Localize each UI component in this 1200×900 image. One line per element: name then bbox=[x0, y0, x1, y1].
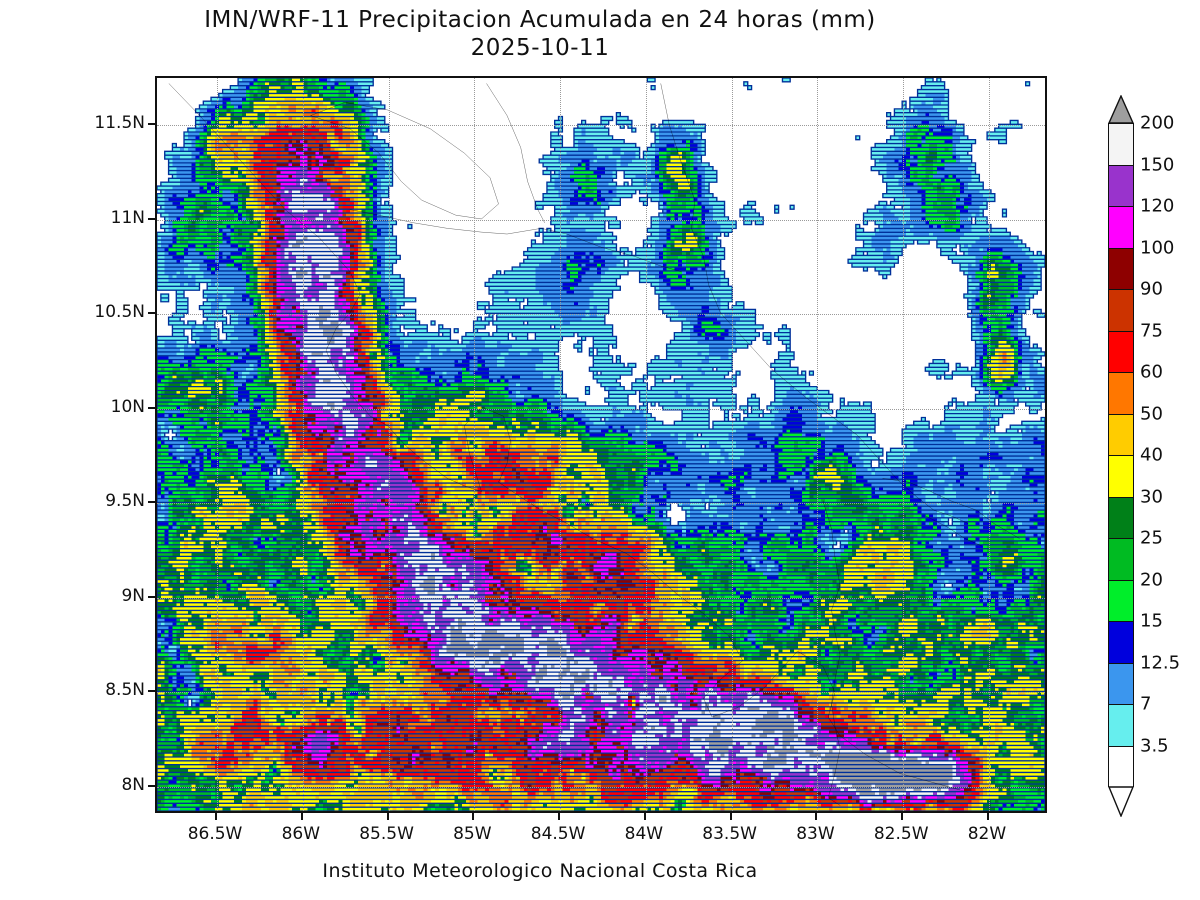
coastline-border bbox=[326, 272, 481, 492]
y-axis-tick-label: 9.5N bbox=[105, 491, 145, 512]
colorbar-segment bbox=[1109, 663, 1133, 705]
x-axis-tick bbox=[901, 813, 904, 820]
colorbar-segment bbox=[1109, 207, 1133, 249]
y-axis-tick bbox=[148, 217, 155, 220]
x-axis-tick bbox=[386, 813, 389, 820]
y-axis-tick bbox=[148, 784, 155, 787]
y-axis-tick bbox=[148, 406, 155, 409]
colorbar-tick-label: 25 bbox=[1140, 527, 1163, 549]
precip-outline bbox=[157, 78, 1045, 811]
x-axis-tick-label: 83W bbox=[796, 824, 835, 844]
colorbar-tick-label: 40 bbox=[1140, 444, 1163, 466]
coastline-border bbox=[464, 407, 703, 614]
colorbar-segment bbox=[1109, 248, 1133, 290]
x-axis-tick-label: 83.5W bbox=[702, 824, 757, 844]
colorbar-over-arrow bbox=[1107, 94, 1135, 124]
colorbar-tick-label: 90 bbox=[1140, 278, 1163, 300]
coastline-border bbox=[823, 501, 840, 774]
colorbar-segment bbox=[1109, 165, 1133, 207]
colorbar-tick-label: 100 bbox=[1140, 237, 1175, 258]
coastline-border bbox=[311, 102, 499, 219]
coastline-border bbox=[169, 84, 350, 272]
y-axis-tick-label: 11.5N bbox=[94, 113, 145, 134]
colorbar-tick-label: 30 bbox=[1140, 486, 1163, 507]
colorbar-tick-label: 15 bbox=[1140, 610, 1163, 632]
y-axis-tick bbox=[148, 595, 155, 598]
x-axis-tick bbox=[643, 813, 646, 820]
x-axis-tick-label: 84.5W bbox=[530, 824, 586, 844]
x-axis-tick bbox=[729, 813, 732, 820]
coastline-border bbox=[350, 210, 681, 272]
colorbar-tick-label: 60 bbox=[1140, 361, 1163, 383]
colorbar-tick-label: 200 bbox=[1140, 112, 1175, 134]
coastline-border bbox=[703, 614, 968, 793]
colorbar-tick-label: 75 bbox=[1140, 320, 1163, 341]
colorbar-tick-label: 3.5 bbox=[1140, 735, 1169, 756]
y-axis-tick-label: 11N bbox=[110, 207, 145, 228]
coastline-border bbox=[661, 84, 968, 524]
colorbar-tick-label: 7 bbox=[1140, 693, 1152, 715]
coastline-border bbox=[883, 478, 1020, 538]
colorbar-segment bbox=[1109, 124, 1133, 166]
x-axis-tick-label: 84W bbox=[624, 824, 664, 844]
x-axis-tick bbox=[215, 813, 218, 820]
x-axis-tick bbox=[815, 813, 818, 820]
y-axis-tick-label: 10.5N bbox=[94, 302, 145, 323]
coastline-border bbox=[925, 516, 981, 546]
y-axis-tick bbox=[148, 312, 155, 315]
y-axis-tick bbox=[148, 501, 155, 504]
x-axis-tick-label: 82W bbox=[967, 824, 1007, 844]
y-axis-tick-label: 9N bbox=[121, 585, 145, 606]
colorbar-segment bbox=[1109, 290, 1133, 332]
x-axis-tick-label: 85W bbox=[453, 824, 492, 844]
y-axis-tick bbox=[148, 123, 155, 126]
coastline-border bbox=[828, 773, 840, 805]
x-axis-tick-label: 85.5W bbox=[359, 824, 414, 844]
colorbar-segment bbox=[1109, 622, 1133, 664]
colorbar-tick-label: 120 bbox=[1140, 195, 1175, 217]
colorbar-segment bbox=[1109, 456, 1133, 498]
x-axis-tick-label: 86W bbox=[281, 824, 321, 844]
x-axis-tick-label: 82.5W bbox=[873, 824, 929, 844]
x-axis-tick bbox=[986, 813, 989, 820]
colorbar-segment bbox=[1109, 331, 1133, 373]
colorbar-segment bbox=[1109, 580, 1133, 622]
colorbar-segment bbox=[1109, 497, 1133, 539]
x-axis-tick bbox=[300, 813, 303, 820]
x-axis-tick bbox=[472, 813, 475, 820]
coastline-border bbox=[487, 84, 545, 223]
y-axis-tick-label: 10N bbox=[110, 396, 145, 417]
colorbar-segment bbox=[1109, 746, 1133, 788]
colorbar bbox=[1108, 123, 1134, 788]
colorbar-under-arrow bbox=[1107, 786, 1135, 818]
x-axis-tick bbox=[558, 813, 561, 820]
precip-band-200mm bbox=[292, 236, 953, 796]
colorbar-segment bbox=[1109, 414, 1133, 456]
y-axis-tick-label: 8.5N bbox=[105, 680, 145, 701]
colorbar-segment bbox=[1109, 373, 1133, 415]
precipitation-field bbox=[157, 78, 1045, 811]
y-axis-tick bbox=[148, 690, 155, 693]
x-axis-tick-label: 86.5W bbox=[187, 824, 243, 844]
colorbar-tick-label: 150 bbox=[1140, 154, 1175, 175]
colorbar-segment bbox=[1109, 705, 1133, 747]
y-axis-tick-label: 8N bbox=[121, 774, 145, 795]
page-title: IMN/WRF-11 Precipitacion Acumulada en 24… bbox=[204, 7, 876, 33]
precip-band-60mm bbox=[199, 108, 984, 811]
colorbar-tick-label: 20 bbox=[1140, 569, 1163, 590]
institution-caption: Instituto Meteorologico Nacional Costa R… bbox=[322, 860, 758, 882]
map-plot-area bbox=[155, 76, 1047, 813]
colorbar-tick-label: 12.5 bbox=[1140, 652, 1181, 673]
colorbar-segment bbox=[1109, 539, 1133, 581]
colorbar-tick-label: 50 bbox=[1140, 403, 1163, 424]
precipitation-contour-svg bbox=[157, 78, 1045, 811]
forecast-date: 2025-10-11 bbox=[470, 35, 610, 61]
